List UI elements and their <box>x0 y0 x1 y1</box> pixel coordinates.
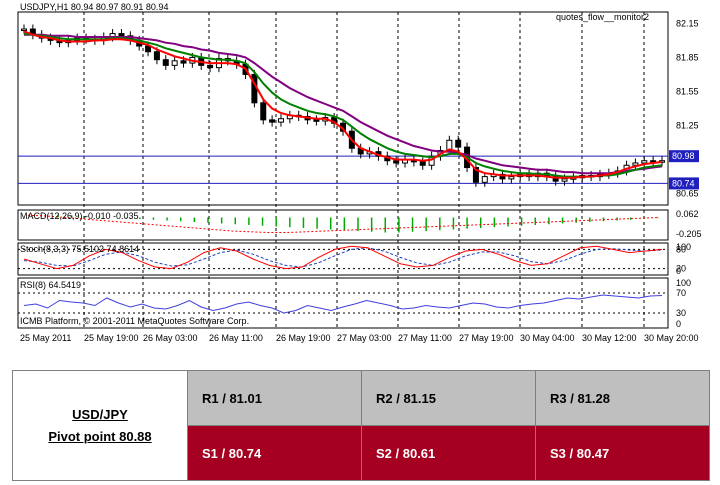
level-tag-1 <box>669 177 699 190</box>
x-label-0: 25 May 2011 <box>20 333 71 343</box>
candle-body-69 <box>632 162 639 166</box>
price-tick-3: 81.25 <box>676 121 699 131</box>
x-label-1: 25 May 19:00 <box>84 333 139 343</box>
candle-body-52 <box>481 176 488 183</box>
candle-body-70 <box>641 160 648 164</box>
candle-body-15 <box>153 51 160 61</box>
stoch-panel-border <box>17 242 669 276</box>
macd-panel-border <box>17 209 669 241</box>
s3-cell: S3 / 80.47 <box>535 425 710 481</box>
candle-body-61 <box>561 178 568 182</box>
resistance-row: USD/JPY Pivot point 80.88 R1 / 81.01 R2 … <box>12 370 710 481</box>
candle-body-33 <box>313 119 320 122</box>
support-row: S1 / 80.74 S2 / 80.61 S3 / 80.47 <box>13 425 710 481</box>
x-label-2: 26 May 03:00 <box>143 333 198 343</box>
macd-label: MACD(12,26,9) -0.010 -0.035 <box>20 211 139 221</box>
price-chart-panel: 82.15 81.85 81.55 81.25 80.65 80.98 80.74 USDJP… <box>17 2 702 343</box>
candle-body-11 <box>118 33 125 37</box>
ma-fast-line <box>23 30 663 179</box>
candle-body-28 <box>269 119 276 123</box>
chart-header: USDJPY,H1 80.94 80.97 80.91 80.94 <box>20 2 168 12</box>
stoch-tick-0: 100 <box>676 242 691 252</box>
candle-body-49 <box>455 139 462 148</box>
r2-cell: R2 / 81.15 <box>361 370 536 426</box>
pivot-point-label: Pivot point 80.88 <box>48 428 152 444</box>
candle-body-16 <box>162 59 169 66</box>
level-tag-label-0: 80.98 <box>672 151 695 161</box>
rsi-tick-3: 0 <box>676 319 681 329</box>
candle-body-42 <box>393 160 400 164</box>
candle-body-27 <box>260 102 267 121</box>
stoch-signal-line <box>23 247 663 268</box>
r3-cell: R3 / 81.28 <box>535 370 710 426</box>
level-tag-label-1: 80.74 <box>672 178 695 188</box>
macd-signal-line <box>27 214 659 233</box>
price-tick-4: 80.65 <box>676 189 699 199</box>
candle-body-54 <box>499 173 506 180</box>
x-label-7: 27 May 19:00 <box>459 333 514 343</box>
candle-body-55 <box>508 176 515 180</box>
macd-tick-1: -0.205 <box>676 229 702 239</box>
stoch-main-line <box>23 245 663 270</box>
x-label-5: 27 May 03:00 <box>337 333 392 343</box>
macd-tick-0: 0.062 <box>676 209 699 219</box>
candle-body-17 <box>171 60 178 66</box>
rsi-tick-0: 100 <box>676 278 691 288</box>
rsi-label: RSI(8) 64.5419 <box>20 280 81 290</box>
x-label-10: 30 May 20:00 <box>644 333 699 343</box>
stoch-label: Stoch(8,3,3) 75.5102 74.8614 <box>20 244 139 254</box>
stoch-tick-2: 20 <box>676 264 686 274</box>
s1-cell: S1 / 80.74 <box>187 425 362 481</box>
level-tag-0 <box>669 150 699 163</box>
rsi-tick-1: 70 <box>676 288 686 298</box>
rsi-tick-2: 30 <box>676 308 686 318</box>
rsi-line <box>23 294 663 314</box>
pivot-summary-cell: USD/JPY Pivot point 80.88 <box>12 370 188 481</box>
s2-cell: S2 / 80.61 <box>361 425 536 481</box>
candle-body-18 <box>180 60 187 64</box>
price-tick-0: 82.15 <box>676 18 699 28</box>
stoch-tick-3: 0 <box>676 266 681 276</box>
candle-body-29 <box>277 118 284 123</box>
indicator-name: quotes_flow__monitor2 <box>556 12 649 22</box>
ma-slow-line <box>24 33 663 175</box>
price-panel-border <box>17 11 669 206</box>
candle-body-21 <box>207 64 214 69</box>
r1-cell: R1 / 81.01 <box>187 370 362 426</box>
x-label-8: 30 May 04:00 <box>520 333 575 343</box>
ma-mid-line <box>23 32 663 178</box>
stoch-tick-1: 80 <box>676 244 686 254</box>
rsi-panel-border <box>17 277 669 329</box>
candle-body-51 <box>472 167 479 183</box>
x-label-3: 26 May 11:00 <box>209 333 263 343</box>
price-tick-2: 81.55 <box>676 86 699 96</box>
candle-body-0 <box>21 28 27 32</box>
x-label-4: 26 May 19:00 <box>276 333 331 343</box>
candle-body-14 <box>145 45 152 53</box>
x-label-6: 27 May 11:00 <box>398 333 452 343</box>
chart-svg: 82.15 81.85 81.55 81.25 80.65 80.98 80.74 USDJP… <box>17 2 702 343</box>
candle-body-60 <box>552 176 559 182</box>
pivot-table: USD/JPY Pivot point 80.88 R1 / 81.01 R2 … <box>12 370 710 481</box>
symbol-label: USD/JPY <box>72 406 128 422</box>
candle-body-45 <box>419 161 426 166</box>
x-label-9: 30 May 12:00 <box>582 333 637 343</box>
price-tick-1: 81.85 <box>676 52 699 62</box>
copyright-label: ICMB Platform, © 2001-2011 MetaQuotes So… <box>20 316 249 326</box>
